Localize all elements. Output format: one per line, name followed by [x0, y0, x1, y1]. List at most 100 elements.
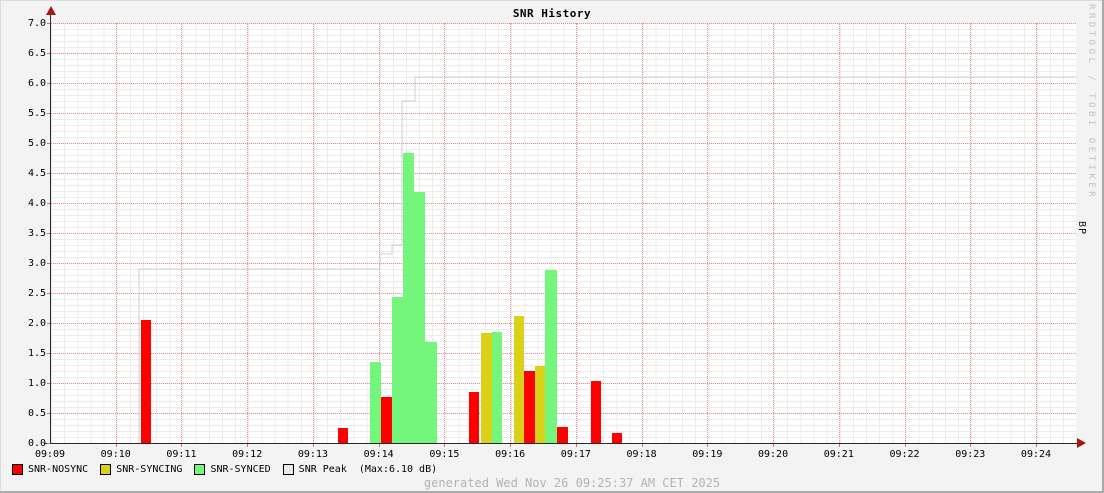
- legend-label: SNR-SYNCING: [116, 464, 183, 475]
- y-tick-label: 6.5: [27, 48, 46, 59]
- x-tick-label: 09:18: [626, 449, 657, 460]
- y-tick: [47, 53, 50, 54]
- v-gridline: [904, 23, 906, 443]
- y-tick-label: 2.0: [27, 318, 46, 329]
- y-tick: [47, 263, 50, 264]
- image-border-left: [0, 0, 1, 493]
- x-tick: [181, 444, 183, 447]
- h-gridline: [51, 83, 1076, 84]
- legend: SNR-NOSYNC SNR-SYNCING SNR-SYNCED SNR Pe…: [12, 464, 437, 475]
- plot-area: [51, 23, 1076, 443]
- y-tick-label: 7.0: [27, 18, 46, 29]
- legend-item-syncing: SNR-SYNCING: [100, 464, 182, 475]
- bar-syncing: [514, 315, 524, 443]
- y-tick: [47, 293, 50, 294]
- chart-title: SNR History: [512, 7, 592, 20]
- bar-nosync: [524, 371, 535, 443]
- x-tick-label: 09:23: [955, 449, 986, 460]
- legend-item-synced: SNR-SYNCED: [194, 464, 271, 475]
- h-gridline: [51, 413, 1076, 414]
- x-tick: [1035, 444, 1037, 447]
- v-gridline: [247, 23, 249, 443]
- x-tick: [378, 444, 380, 447]
- y-axis-line: [50, 14, 51, 444]
- v-gridline: [838, 23, 840, 443]
- x-tick-label: 09:11: [166, 449, 197, 460]
- h-gridline: [51, 383, 1076, 384]
- h-gridline: [51, 203, 1076, 204]
- x-tick-label: 09:09: [34, 449, 66, 460]
- x-tick: [312, 444, 314, 447]
- v-gridline: [181, 23, 183, 443]
- x-tick: [575, 444, 577, 447]
- bar-syncing: [535, 366, 545, 443]
- y-tick-label: 2.5: [27, 288, 46, 299]
- peak-line: [138, 76, 1076, 443]
- v-gridline: [773, 23, 775, 443]
- v-gridline: [575, 23, 577, 443]
- nosync-swatch-icon: [12, 464, 23, 475]
- h-gridline: [51, 53, 1076, 54]
- v-gridline: [1035, 23, 1037, 443]
- bar-synced: [370, 362, 381, 443]
- x-tick: [707, 444, 709, 447]
- x-tick: [444, 444, 446, 447]
- x-tick-label: 09:13: [297, 449, 328, 460]
- bar-synced: [403, 152, 414, 443]
- y-tick-label: 4.0: [27, 198, 46, 209]
- bar-nosync: [141, 320, 151, 443]
- v-gridline: [510, 23, 512, 443]
- h-gridline: [51, 323, 1076, 324]
- h-gridline: [51, 23, 1076, 24]
- bar-synced: [492, 332, 502, 443]
- y-tick-label: 5.5: [27, 108, 46, 119]
- bar-nosync: [612, 432, 622, 443]
- v-gridline: [378, 23, 380, 443]
- bar-synced: [545, 270, 557, 443]
- peak-swatch-icon: [282, 464, 294, 475]
- legend-label: SNR Peak: [298, 464, 347, 475]
- x-tick-label: 09:17: [560, 449, 591, 460]
- h-gridline: [51, 173, 1076, 174]
- x-tick-label: 09:22: [889, 449, 920, 460]
- y-tick: [47, 173, 50, 174]
- h-gridline: [51, 353, 1076, 354]
- synced-swatch-icon: [194, 464, 206, 475]
- x-tick-label: 09:16: [495, 449, 526, 460]
- y-tick: [47, 443, 50, 444]
- bar-nosync: [469, 392, 479, 443]
- h-gridline: [51, 113, 1076, 114]
- x-axis-line: [44, 443, 1080, 444]
- y-tick-label: 0.0: [27, 438, 46, 449]
- bar-nosync: [557, 426, 568, 443]
- bar-nosync: [381, 397, 392, 443]
- y-tick: [47, 353, 50, 354]
- y-tick: [47, 413, 50, 414]
- x-tick: [838, 444, 840, 447]
- y-tick-label: 1.0: [27, 378, 46, 389]
- x-tick-label: 09:21: [823, 449, 854, 460]
- v-gridline: [115, 23, 117, 443]
- right-axis-label: BP: [1076, 221, 1087, 236]
- peak-max-note: (Max:6.10 dB): [358, 464, 438, 475]
- legend-label: SNR-SYNCED: [210, 464, 271, 475]
- y-tick: [47, 143, 50, 144]
- x-tick-label: 09:24: [1020, 449, 1052, 460]
- x-tick: [970, 444, 972, 447]
- y-tick-label: 3.5: [27, 228, 46, 239]
- legend-item-peak: SNR Peak: [282, 464, 347, 475]
- y-tick: [47, 23, 50, 24]
- bar-synced: [414, 192, 425, 443]
- rrdtool-watermark: RRDTOOL / TOBI OETIKER: [1086, 4, 1096, 201]
- y-tick: [47, 323, 50, 324]
- bar-nosync: [591, 381, 601, 443]
- x-tick-label: 09:14: [363, 449, 394, 460]
- y-tick: [47, 83, 50, 84]
- y-tick-label: 1.5: [27, 348, 46, 359]
- x-tick-label: 09:20: [758, 449, 789, 460]
- bar-syncing: [481, 333, 492, 443]
- syncing-swatch-icon: [100, 464, 112, 475]
- x-tick: [773, 444, 775, 447]
- v-gridline: [970, 23, 972, 443]
